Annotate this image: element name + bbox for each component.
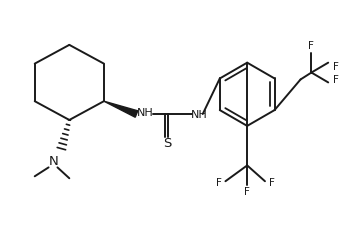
- Text: NH: NH: [190, 110, 207, 120]
- Text: F: F: [269, 178, 275, 188]
- Text: F: F: [333, 62, 339, 72]
- Text: NH: NH: [137, 108, 154, 118]
- Text: F: F: [309, 41, 314, 51]
- Text: S: S: [163, 137, 171, 150]
- Polygon shape: [104, 101, 138, 117]
- Text: F: F: [216, 178, 222, 188]
- Text: F: F: [333, 75, 339, 85]
- Text: F: F: [244, 187, 250, 197]
- Text: N: N: [49, 155, 58, 168]
